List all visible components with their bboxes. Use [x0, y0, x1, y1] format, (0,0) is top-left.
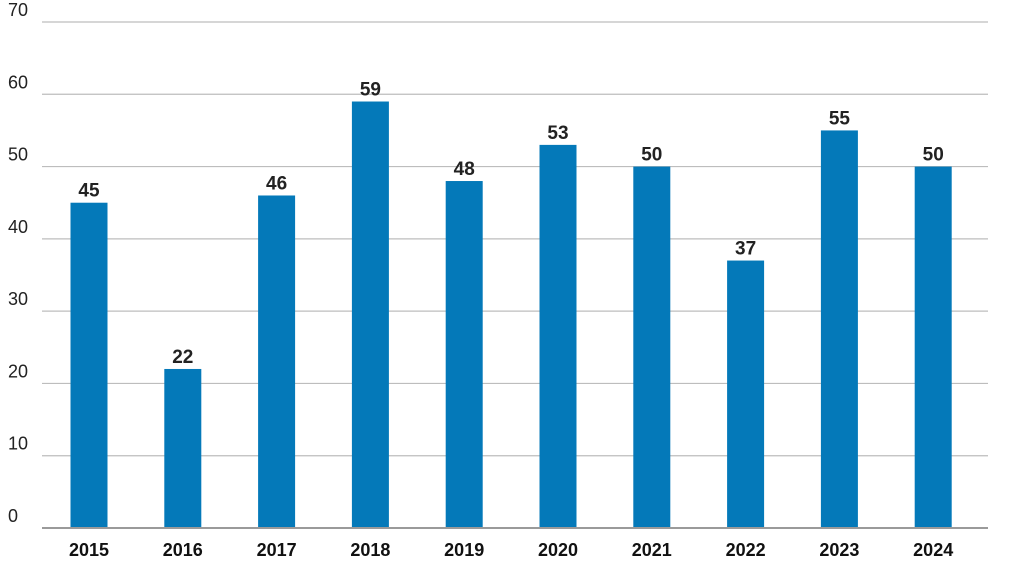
x-tick-label-2018: 2018 — [350, 540, 390, 560]
y-tick-label: 10 — [8, 434, 28, 454]
x-tick-label-2020: 2020 — [538, 540, 578, 560]
data-label-2024: 50 — [923, 145, 944, 166]
data-label-2016: 22 — [172, 347, 193, 368]
data-label-2018: 59 — [360, 80, 381, 101]
data-label-2015: 45 — [78, 181, 100, 202]
bar-2021 — [633, 166, 671, 529]
bar-2020 — [539, 144, 577, 528]
y-tick-label: 70 — [8, 0, 28, 20]
data-label-2017: 46 — [266, 173, 287, 194]
bar-2019 — [445, 181, 483, 528]
bar-2023 — [820, 130, 858, 528]
y-tick-label: 0 — [8, 506, 18, 526]
x-tick-label-2017: 2017 — [257, 540, 297, 560]
data-labels: 45 22 46 59 48 53 50 37 55 50 — [78, 80, 943, 368]
y-tick-label: 50 — [8, 145, 28, 165]
x-tick-label-2023: 2023 — [819, 540, 859, 560]
y-tick-label: 60 — [8, 72, 28, 92]
bar-2015 — [70, 202, 108, 528]
data-label-2020: 53 — [547, 123, 568, 144]
x-tick-label-2019: 2019 — [444, 540, 484, 560]
data-label-2021: 50 — [641, 145, 662, 166]
bar-2016 — [164, 368, 202, 528]
x-tick-label-2015: 2015 — [69, 540, 109, 560]
y-tick-label: 40 — [8, 217, 28, 237]
x-tick-label-2022: 2022 — [726, 540, 766, 560]
bars — [70, 101, 952, 529]
data-label-2019: 48 — [454, 159, 475, 180]
data-label-2022: 37 — [735, 239, 756, 260]
bar-2024 — [914, 166, 952, 529]
x-tick-label-2024: 2024 — [913, 540, 953, 560]
bar-2018 — [351, 101, 389, 528]
x-tick-label-2016: 2016 — [163, 540, 203, 560]
y-tick-label: 20 — [8, 361, 28, 381]
x-tick-label-2021: 2021 — [632, 540, 672, 560]
bar-2017 — [258, 195, 296, 528]
x-axis-ticks: 2015 2016 2017 2018 2019 2020 2021 2022 2023 2024 — [69, 540, 953, 560]
y-tick-label: 30 — [8, 289, 28, 309]
y-axis-ticks: 0 10 20 30 40 50 60 70 — [8, 0, 28, 526]
bar-2022 — [727, 260, 765, 528]
data-label-2023: 55 — [829, 108, 851, 129]
